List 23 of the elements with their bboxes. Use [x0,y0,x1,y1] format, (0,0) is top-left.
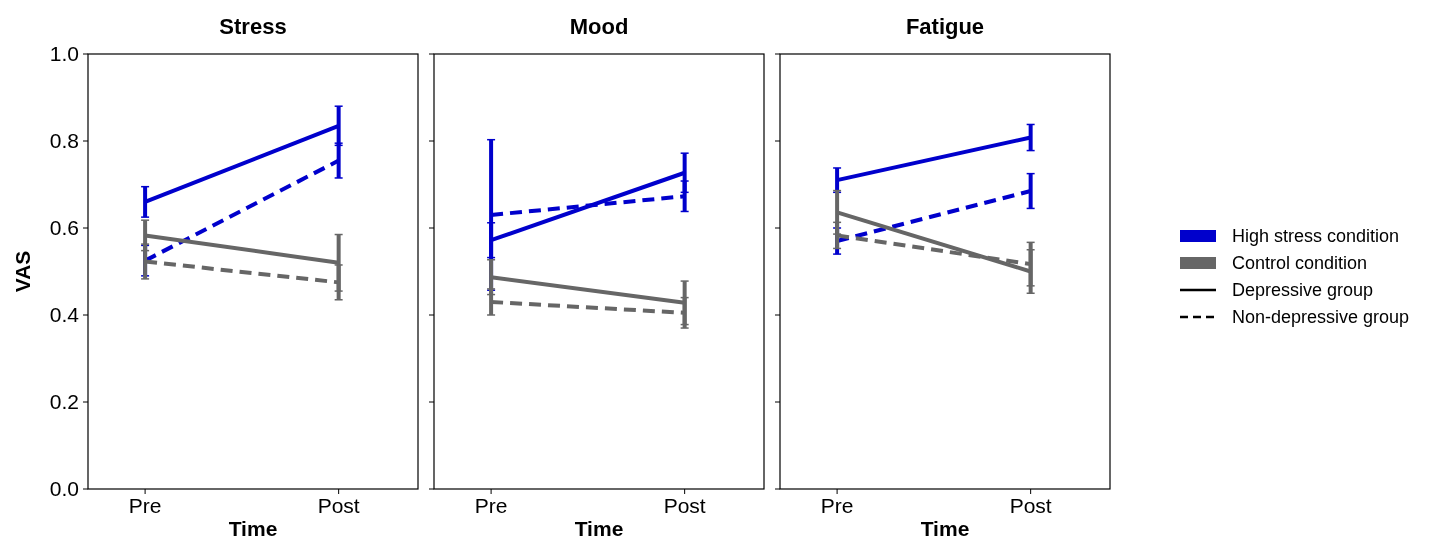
x-tick-label: Post [663,494,706,517]
x-tick-label: Post [317,494,360,517]
y-tick-label: 0.4 [49,303,80,327]
y-tick-label: 0.8 [49,129,79,153]
y-tick-label: 0.6 [49,216,79,240]
y-tick-label: 1.0 [49,42,79,66]
x-tick-label: Pre [128,494,162,517]
x-axis-title: Time [228,517,278,537]
chart-title: Fatigue [905,14,985,39]
y-tick-label: 0.0 [49,477,79,501]
legend-label: Non-depressive group [1232,307,1410,328]
x-axis-title: Time [920,517,970,537]
y-tick-label: 0.2 [49,390,79,414]
x-tick-label: Post [1009,494,1052,517]
legend-label: Control condition [1232,253,1368,274]
legend-label: Depressive group [1232,280,1374,301]
y-axis-title: VAS [11,250,34,293]
legend-label: High stress condition [1232,226,1400,247]
x-tick-label: Pre [474,494,508,517]
chart-title: Stress [219,14,287,39]
x-axis-title: Time [574,517,624,537]
x-tick-label: Pre [820,494,854,517]
chart-title: Mood [569,14,629,39]
